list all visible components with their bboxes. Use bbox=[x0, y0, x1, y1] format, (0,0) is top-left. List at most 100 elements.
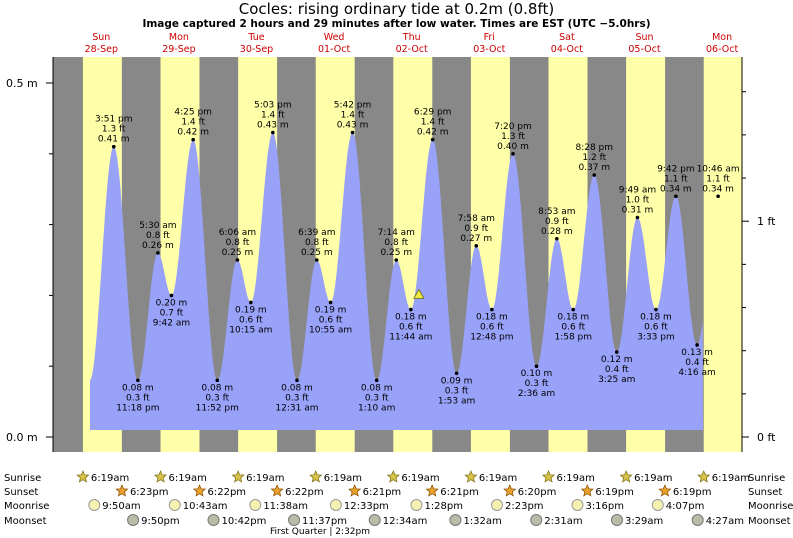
sunrise-icon bbox=[697, 470, 711, 483]
moonrise-time: 1:28pm bbox=[424, 501, 463, 512]
tide-time: 3:33 pm bbox=[637, 333, 675, 343]
day-date: 04-Oct bbox=[551, 44, 583, 55]
tide-metres: 0.18 m bbox=[395, 313, 427, 323]
tide-feet: 1.4 ft bbox=[181, 118, 205, 128]
tide-metres: 0.25 m bbox=[222, 248, 254, 258]
moonset-time: 4:27am bbox=[706, 516, 744, 527]
tide-area bbox=[90, 132, 703, 430]
tide-metres: 0.09 m bbox=[441, 376, 473, 386]
day-date: 01-Oct bbox=[318, 44, 350, 55]
moonrise-time: 2:23pm bbox=[505, 501, 544, 512]
tide-time: 1:58 pm bbox=[554, 333, 592, 343]
tide-metres: 0.34 m bbox=[660, 184, 692, 194]
moonset-icon bbox=[691, 514, 704, 526]
tide-point bbox=[716, 194, 720, 199]
day-name: Mon bbox=[712, 32, 732, 43]
tide-metres: 0.31 m bbox=[622, 206, 654, 216]
moonset-time: 10:42pm bbox=[221, 516, 266, 527]
tide-feet: 0.3 ft bbox=[126, 393, 150, 403]
tide-metres: 0.43 m bbox=[337, 121, 369, 131]
moonset-icon bbox=[368, 514, 381, 526]
tide-feet: 1.3 ft bbox=[501, 132, 525, 142]
tide-time: 8:53 am bbox=[538, 207, 575, 217]
tide-point bbox=[136, 378, 140, 383]
tide-time: 1:10 am bbox=[358, 403, 395, 413]
tide-metres: 0.34 m bbox=[702, 184, 734, 194]
tide-time: 5:03 pm bbox=[254, 101, 292, 111]
sunrise-time: 6:19am bbox=[246, 473, 284, 484]
tide-metres: 0.28 m bbox=[541, 227, 573, 237]
tide-feet: 1.4 ft bbox=[261, 111, 285, 121]
tide-point bbox=[271, 130, 275, 135]
tide-time: 12:31 am bbox=[275, 403, 318, 413]
sunrise-time: 6:19am bbox=[634, 473, 672, 484]
tide-metres: 0.26 m bbox=[142, 241, 174, 251]
tide-feet: 0.8 ft bbox=[305, 238, 329, 248]
tide-point bbox=[111, 144, 116, 149]
tide-time: 6:39 am bbox=[298, 228, 335, 238]
tide-time: 7:20 pm bbox=[494, 122, 532, 132]
tide-time: 11:18 pm bbox=[116, 403, 159, 413]
sunrise-time: 6:19am bbox=[91, 473, 129, 484]
tide-point bbox=[249, 300, 253, 305]
sunset-time: 6:23pm bbox=[130, 487, 169, 498]
tide-time: 5:42 pm bbox=[334, 101, 372, 111]
axes: 0.5 m 0.0 m 1 ft 0 ft bbox=[6, 57, 776, 452]
moonrise-time: 9:50am bbox=[102, 501, 140, 512]
moonset-icon bbox=[207, 514, 220, 526]
right-tick-label: 1 ft bbox=[757, 215, 776, 228]
daylight-band bbox=[703, 57, 742, 452]
tide-feet: 0.8 ft bbox=[226, 238, 250, 248]
day-name: Sun bbox=[635, 32, 653, 43]
sunrise-time: 6:19am bbox=[557, 473, 595, 484]
tide-metres: 0.08 m bbox=[281, 383, 313, 393]
day-date: 02-Oct bbox=[396, 44, 428, 55]
page-subtitle: Image captured 2 hours and 29 minutes af… bbox=[142, 18, 651, 30]
moonset-row-label-left: Moonset bbox=[4, 516, 47, 527]
sunset-icon bbox=[348, 484, 362, 497]
sunrise-row-label-right: Sunrise bbox=[748, 473, 785, 484]
sunrise-icon bbox=[541, 470, 556, 483]
sunrise-icon bbox=[231, 470, 245, 483]
tide-point bbox=[635, 215, 640, 220]
tide-metres: 0.41 m bbox=[98, 135, 130, 145]
moonset-row-label-right: Moonset bbox=[748, 516, 791, 527]
tide-metres: 0.12 m bbox=[601, 355, 633, 365]
sunset-time: 6:21pm bbox=[440, 487, 479, 498]
tide-feet: 0.8 ft bbox=[384, 238, 408, 248]
sunrise-icon bbox=[464, 470, 478, 483]
tide-point bbox=[571, 307, 576, 312]
tide-time: 7:58 am bbox=[458, 214, 495, 224]
tide-feet: 0.9 ft bbox=[545, 217, 569, 227]
tide-feet: 0.6 ft bbox=[319, 315, 343, 325]
sunrise-icon bbox=[76, 470, 90, 483]
sunrise-time: 6:19am bbox=[401, 473, 439, 484]
day-date: 29-Sep bbox=[162, 44, 195, 55]
tide-metres: 0.08 m bbox=[122, 383, 154, 393]
tide-feet: 0.3 ft bbox=[445, 386, 469, 396]
current-tide-marker bbox=[413, 288, 425, 299]
tide-point bbox=[215, 378, 220, 383]
tide-time: 1:53 am bbox=[438, 396, 475, 406]
tide-feet: 0.3 ft bbox=[205, 393, 229, 403]
day-date: 05-Oct bbox=[628, 44, 660, 55]
tide-feet: 1.0 ft bbox=[626, 196, 650, 206]
day-labels: Sun28-SepMon29-SepTue30-SepWed01-OctThu0… bbox=[85, 32, 739, 55]
moonrise-icon bbox=[329, 499, 342, 511]
tide-point bbox=[592, 173, 597, 177]
tide-point bbox=[614, 350, 619, 354]
tide-time: 10:55 am bbox=[309, 325, 352, 335]
tide-metres: 0.40 m bbox=[497, 142, 529, 152]
tide-point bbox=[409, 307, 413, 312]
moonset-icon bbox=[449, 514, 462, 526]
moonset-time: 9:50pm bbox=[141, 516, 180, 527]
tide-point bbox=[474, 244, 479, 248]
moonset-icon bbox=[288, 514, 301, 526]
tide-time: 4:25 pm bbox=[174, 108, 212, 118]
tide-point bbox=[454, 371, 459, 376]
day-name: Wed bbox=[324, 32, 345, 43]
sunrise-time: 6:19am bbox=[169, 473, 207, 484]
tide-point bbox=[654, 307, 658, 312]
day-name: Sun bbox=[92, 32, 110, 43]
